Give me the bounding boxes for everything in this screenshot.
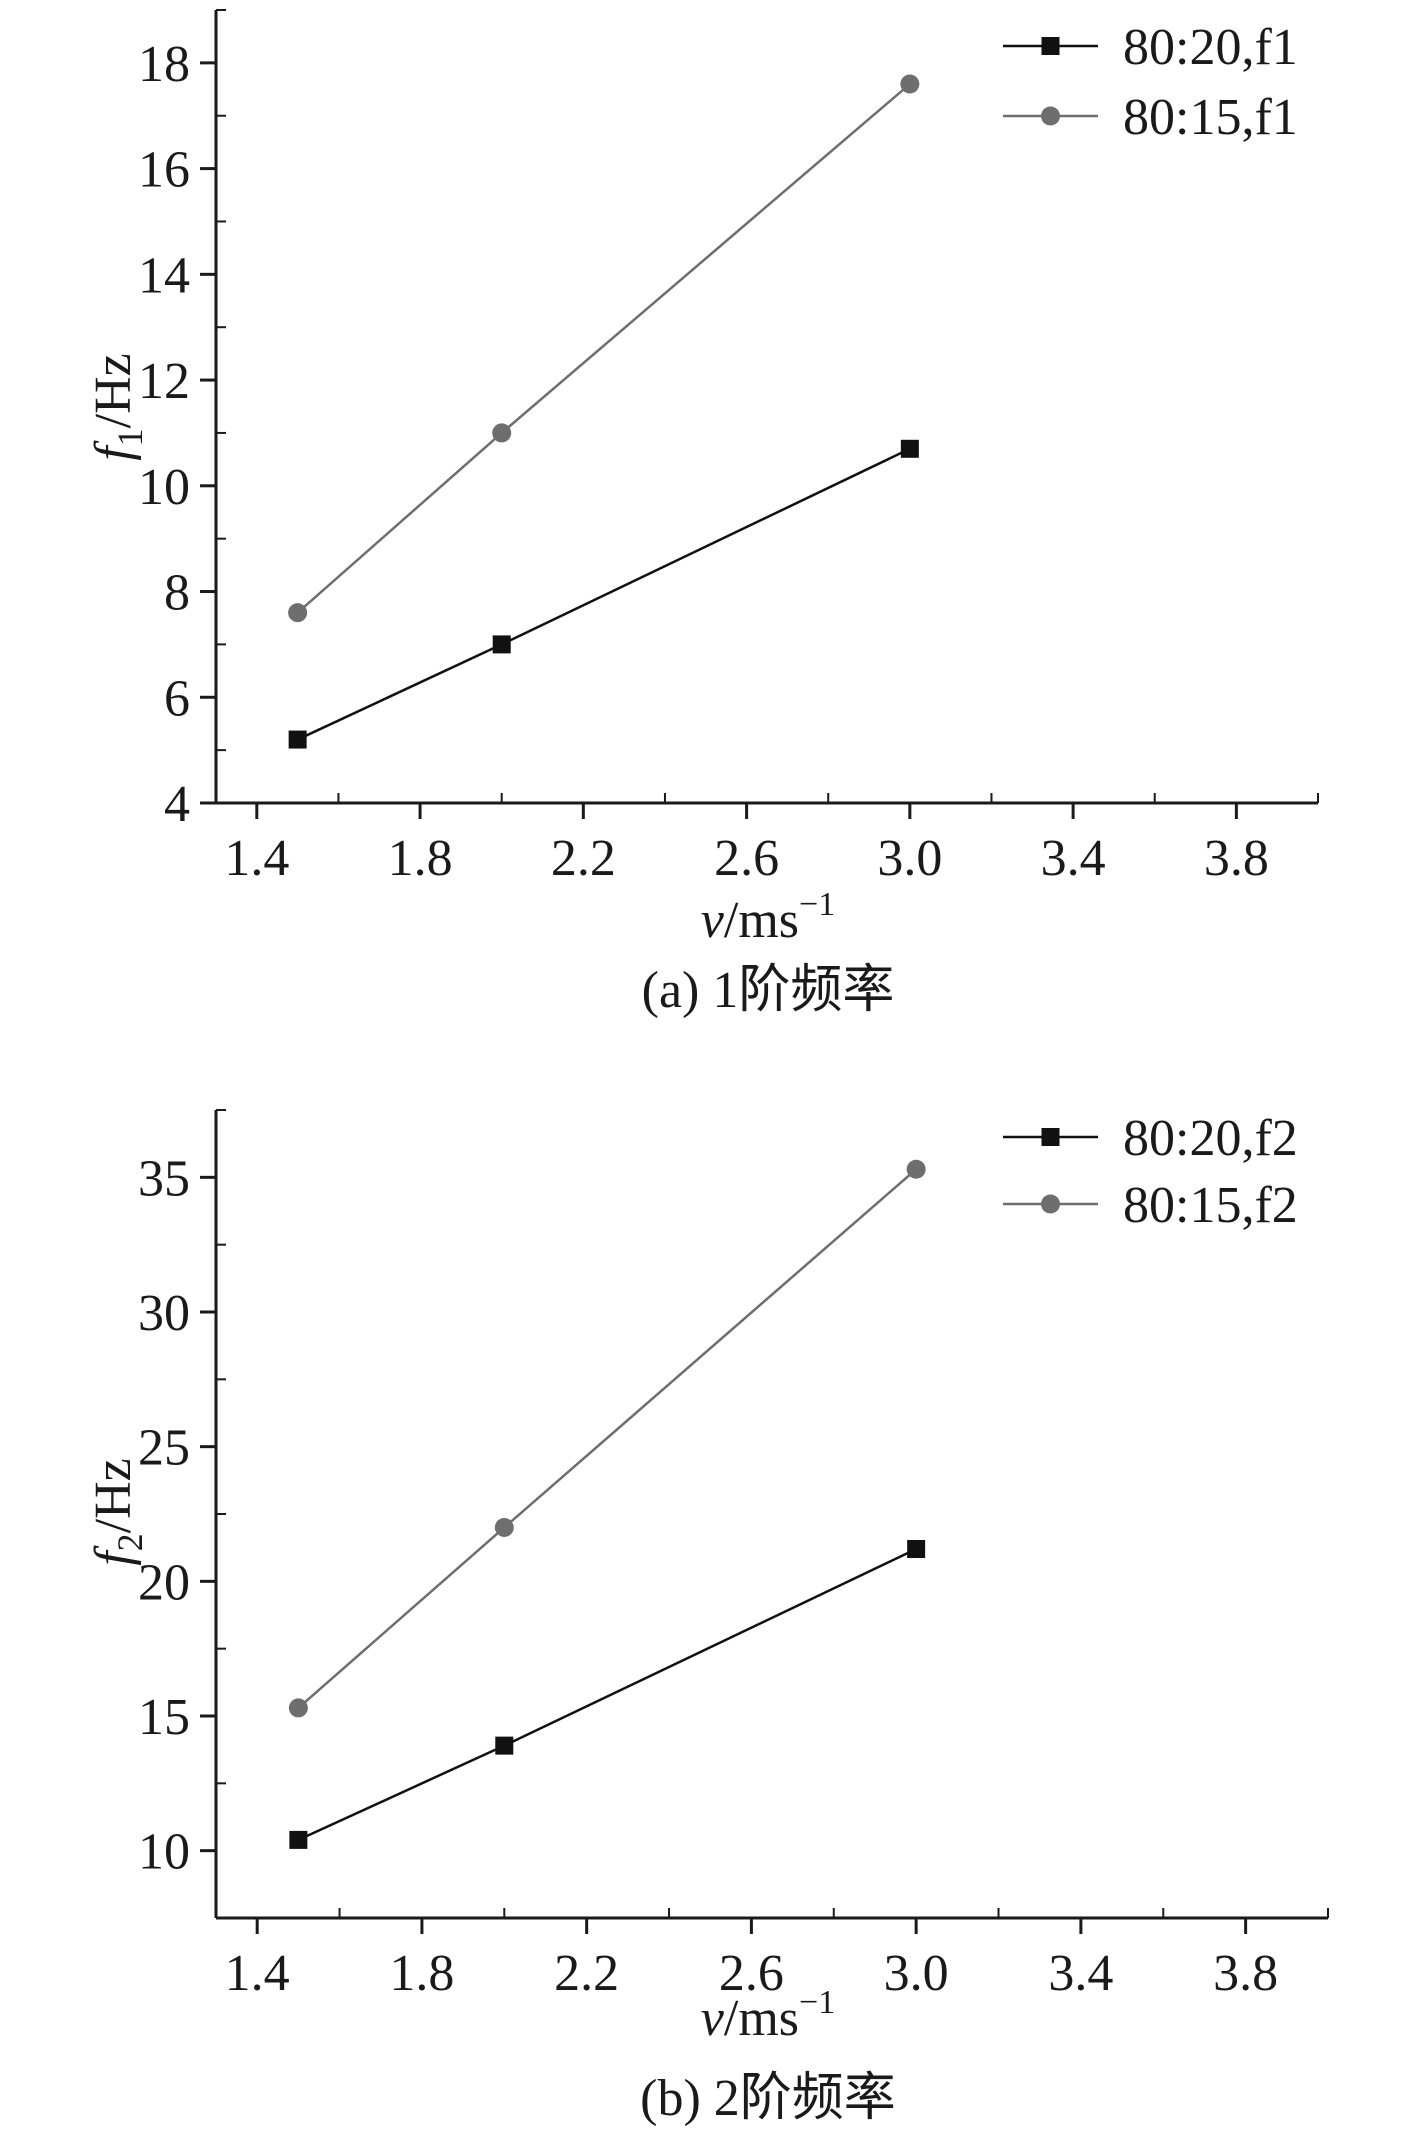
x-tick-label: 2.6	[714, 830, 779, 887]
legend-marker-square	[1041, 37, 1060, 55]
series-line-80:15,f1	[296, 83, 911, 614]
series-line-80:20,f1	[297, 447, 911, 741]
data-point-square	[289, 1830, 308, 1849]
data-point-circle	[288, 603, 308, 623]
y-tick-label: 6	[164, 670, 190, 727]
x-tick-label: 2.6	[719, 1945, 784, 2002]
y-tick-label: 35	[138, 1150, 190, 1207]
data-point-square	[495, 1736, 514, 1755]
legend-marker-circle	[1041, 1194, 1060, 1214]
y-axis-subscript: 2	[110, 1533, 150, 1551]
data-point-square	[900, 439, 919, 458]
data-point-circle	[906, 1159, 926, 1179]
data-point-circle	[492, 423, 512, 443]
y-tick-label: 20	[138, 1554, 190, 1611]
series-line-80:15,f2	[297, 1168, 917, 1709]
x-axis-title: v/ms−1	[701, 1984, 835, 2047]
y-axis-title: f1/Hz	[85, 353, 150, 461]
data-point-circle	[288, 1698, 308, 1718]
y-tick-label: 10	[138, 1824, 190, 1881]
x-tick-label: 3.8	[1213, 1945, 1278, 2002]
x-tick-label: 3.8	[1204, 830, 1269, 887]
x-tick-label: 3.4	[1041, 830, 1106, 887]
x-tick-label: 1.8	[388, 830, 453, 887]
series-line-80:20,f2	[297, 1547, 917, 1842]
y-tick-label: 16	[138, 142, 190, 199]
y-axis-title: f2/Hz	[85, 1458, 150, 1566]
x-tick-label: 1.8	[389, 1945, 454, 2002]
x-tick-label: 3.0	[884, 1945, 949, 2002]
chart-panel-a: 4 6 8 10 12 14 16 18 1.4 1.8 2.2 2.6 3.0 3.4 3.8 f1/Hz v…	[85, 9, 1319, 1019]
y-tick-label: 15	[138, 1689, 190, 1746]
y-tick-label: 14	[138, 247, 190, 304]
data-point-square	[288, 730, 307, 749]
panel-caption: (b) 2阶频率	[640, 2070, 896, 2127]
x-tick-label: 3.0	[877, 830, 942, 887]
y-axis-subscript: 1	[110, 428, 150, 446]
y-tick-label: 8	[164, 565, 190, 622]
y-tick-label: 12	[138, 353, 190, 410]
legend-label: 80:15,f2	[1123, 1177, 1298, 1234]
x-tick-label: 1.4	[225, 1945, 290, 2002]
x-axis-unit: /ms	[724, 892, 799, 949]
y-tick-label: 4	[164, 776, 190, 833]
legend-label: 80:15,f1	[1123, 89, 1298, 146]
y-tick-label: 25	[138, 1420, 190, 1477]
x-tick-label: 1.4	[224, 830, 289, 887]
x-axis-variable: v	[701, 892, 725, 949]
x-axis-unit: /ms	[724, 1990, 799, 2047]
x-tick-label: 2.2	[551, 830, 616, 887]
x-axis-superscript: −1	[799, 1984, 835, 2021]
y-axis-unit: /Hz	[85, 1458, 142, 1533]
x-axis-variable: v	[701, 1990, 725, 2047]
x-tick-label: 2.2	[554, 1945, 619, 2002]
y-tick-label: 30	[138, 1285, 190, 1342]
x-axis-title: v/ms−1	[701, 886, 835, 949]
legend-marker-square	[1041, 1128, 1060, 1146]
data-point-circle	[494, 1517, 514, 1537]
y-tick-label: 18	[138, 36, 190, 93]
data-point-square	[492, 635, 511, 654]
legend-label: 80:20,f1	[1123, 19, 1298, 76]
legend-marker-circle	[1041, 106, 1060, 126]
x-tick-label: 3.4	[1048, 1945, 1113, 2002]
data-point-circle	[900, 74, 920, 94]
y-axis-unit: /Hz	[85, 353, 142, 428]
y-tick-label: 10	[138, 459, 190, 516]
panel-caption: (a) 1阶频率	[642, 962, 895, 1019]
legend-label: 80:20,f2	[1123, 1110, 1298, 1167]
data-point-square	[907, 1540, 926, 1559]
x-axis-superscript: −1	[799, 886, 835, 923]
